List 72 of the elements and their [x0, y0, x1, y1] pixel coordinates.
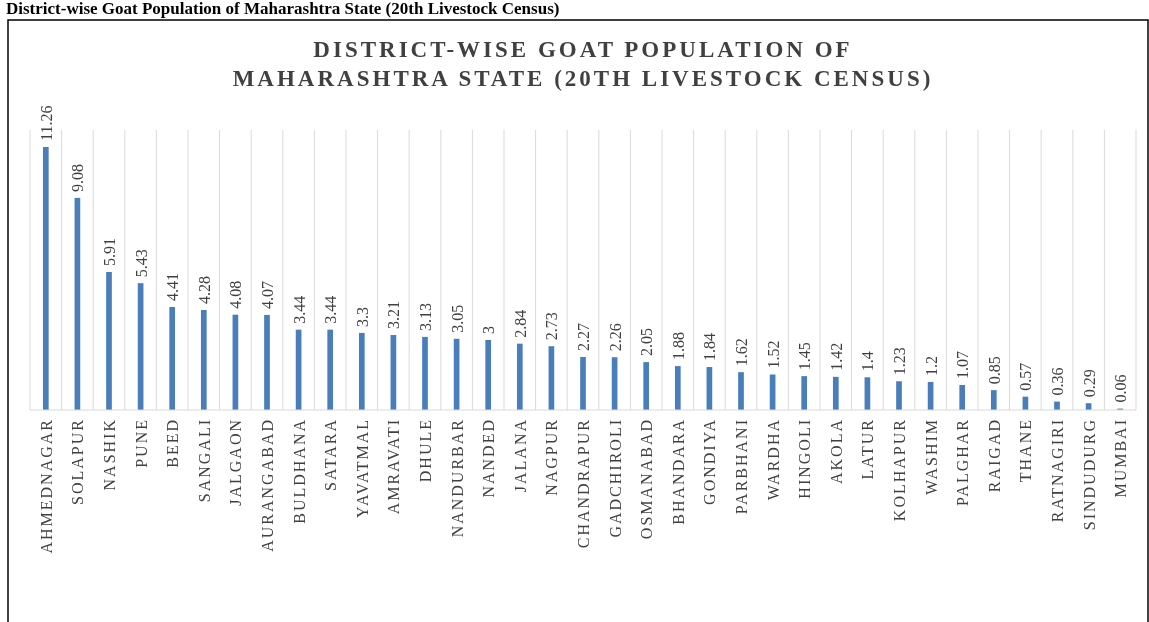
- chart-title: DISTRICT-WISE GOAT POPULATION OF MAHARASHTRA STATE (20TH LIVESTOCK CENSUS): [232, 37, 934, 91]
- data-label: 3.44: [290, 295, 308, 324]
- x-tick-label: BHANDARA: [669, 418, 687, 525]
- x-tick-label: THANE: [1017, 418, 1035, 483]
- data-label: 4.08: [227, 280, 245, 309]
- data-label: 4.28: [195, 276, 213, 305]
- x-tick-label: BEED: [164, 418, 182, 468]
- x-tick-label: PARBHANI: [733, 418, 750, 515]
- x-tick-label: SOLAPUR: [69, 418, 87, 505]
- data-label: 1.62: [733, 338, 750, 367]
- data-label: 11.26: [37, 105, 55, 141]
- x-tick-label: JALGAON: [227, 418, 245, 506]
- x-tick-label: SINDUDURG: [1080, 418, 1098, 531]
- x-tick-label: SATARA: [322, 418, 340, 491]
- data-label: 0.29: [1080, 369, 1098, 398]
- data-label: 1.4: [859, 351, 877, 372]
- data-label: 5.91: [101, 237, 118, 266]
- data-label: 3: [480, 325, 498, 334]
- x-tick-label: GONDIYA: [701, 418, 719, 505]
- x-tick-label: LATUR: [859, 418, 877, 480]
- data-label: 3.21: [385, 301, 403, 330]
- x-tick-label: PUNE: [132, 418, 150, 468]
- data-label: 1.07: [954, 351, 972, 380]
- data-label: 4.41: [164, 273, 182, 301]
- data-label: 2.27: [575, 322, 592, 351]
- x-tick-label: MUMBAI: [1112, 418, 1130, 498]
- data-label: 2.84: [511, 309, 529, 338]
- data-label: 0.06: [1112, 374, 1130, 403]
- data-label: 1.88: [669, 332, 687, 361]
- x-tick-label: NANDURBAR: [448, 418, 466, 538]
- data-label: 1.2: [922, 355, 940, 376]
- x-tick-label: GADCHIROLI: [606, 418, 624, 538]
- x-tick-label: BULDHANA: [290, 418, 308, 524]
- data-label: 0.85: [985, 356, 1003, 385]
- data-label: 2.73: [543, 312, 561, 341]
- data-label: 0.36: [1049, 367, 1066, 396]
- x-tick-label: RATNAGIRI: [1049, 418, 1066, 523]
- x-tick-label: AMRAVATI: [385, 418, 403, 515]
- data-label: 3.13: [417, 302, 434, 331]
- x-tick-label: WASHIM: [922, 418, 940, 495]
- x-tick-label: CHANDRAPUR: [575, 418, 592, 549]
- x-tick-label: NAGPUR: [543, 418, 561, 496]
- x-tick-label: HINGOLI: [796, 418, 814, 499]
- data-label: 3.44: [322, 295, 340, 324]
- data-label: 1.45: [796, 342, 814, 371]
- data-label: 5.43: [132, 249, 150, 278]
- x-tick-label: KOLHAPUR: [891, 418, 908, 522]
- x-tick-label: NASHIK: [101, 418, 118, 491]
- data-label: 1.42: [827, 342, 845, 371]
- data-label: 9.08: [69, 163, 87, 192]
- x-tick-label: DHULE: [417, 418, 434, 483]
- data-label: 3.3: [353, 306, 371, 327]
- data-label: 2.26: [606, 323, 624, 352]
- data-label: 0.57: [1017, 362, 1035, 391]
- data-label: 3.05: [448, 304, 466, 333]
- text: District-wise Goat Population of Maharashtra State (20th Livestock Census): [6, 0, 560, 18]
- data-label: 1.84: [701, 333, 719, 362]
- x-tick-label: AURANGABAD: [259, 418, 276, 552]
- x-tick-label: AKOLA: [827, 418, 845, 484]
- data-label: 1.52: [764, 340, 782, 369]
- data-label: 1.23: [891, 347, 908, 376]
- x-tick-label: NANDED: [480, 418, 498, 498]
- data-label: 2.05: [638, 328, 656, 357]
- x-tick-label: JALANA: [511, 418, 529, 493]
- x-tick-label: OSMANABAD: [638, 418, 656, 540]
- x-tick-label: WARDHA: [764, 418, 782, 501]
- data-label: 4.07: [259, 280, 276, 309]
- x-tick-label: PALGHAR: [954, 418, 972, 507]
- x-tick-label: YAVATMAL: [353, 418, 371, 518]
- x-tick-label: AHMEDNAGAR: [37, 418, 55, 554]
- x-tick-label: RAIGAD: [985, 418, 1003, 493]
- x-tick-label: SANGALI: [195, 418, 213, 503]
